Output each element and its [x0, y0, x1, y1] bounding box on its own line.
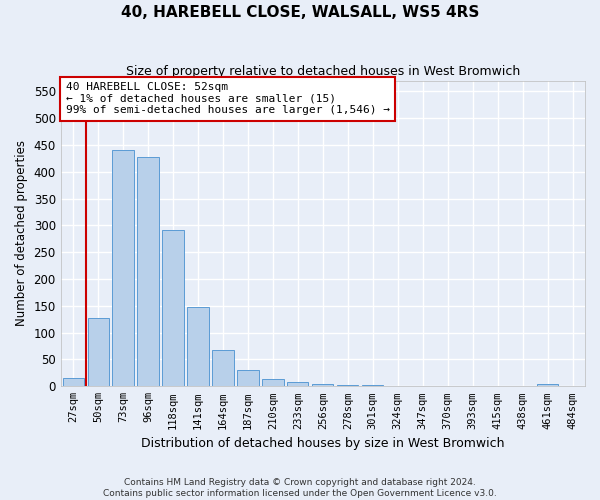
Bar	[312, 384, 334, 386]
Bar	[537, 384, 558, 386]
Text: 40 HAREBELL CLOSE: 52sqm
← 1% of detached houses are smaller (15)
99% of semi-de: 40 HAREBELL CLOSE: 52sqm ← 1% of detache…	[66, 82, 390, 116]
Bar	[62, 378, 84, 386]
Y-axis label: Number of detached properties: Number of detached properties	[15, 140, 28, 326]
Bar	[88, 318, 109, 386]
Title: Size of property relative to detached houses in West Bromwich: Size of property relative to detached ho…	[126, 65, 520, 78]
Bar	[287, 382, 308, 386]
Bar	[112, 150, 134, 386]
Bar	[212, 350, 233, 387]
Text: Contains HM Land Registry data © Crown copyright and database right 2024.
Contai: Contains HM Land Registry data © Crown c…	[103, 478, 497, 498]
X-axis label: Distribution of detached houses by size in West Bromwich: Distribution of detached houses by size …	[141, 437, 505, 450]
Bar	[337, 384, 358, 386]
Bar	[238, 370, 259, 386]
Bar	[163, 230, 184, 386]
Text: 40, HAREBELL CLOSE, WALSALL, WS5 4RS: 40, HAREBELL CLOSE, WALSALL, WS5 4RS	[121, 5, 479, 20]
Bar	[262, 380, 284, 386]
Bar	[362, 385, 383, 386]
Bar	[137, 158, 158, 386]
Bar	[187, 307, 209, 386]
